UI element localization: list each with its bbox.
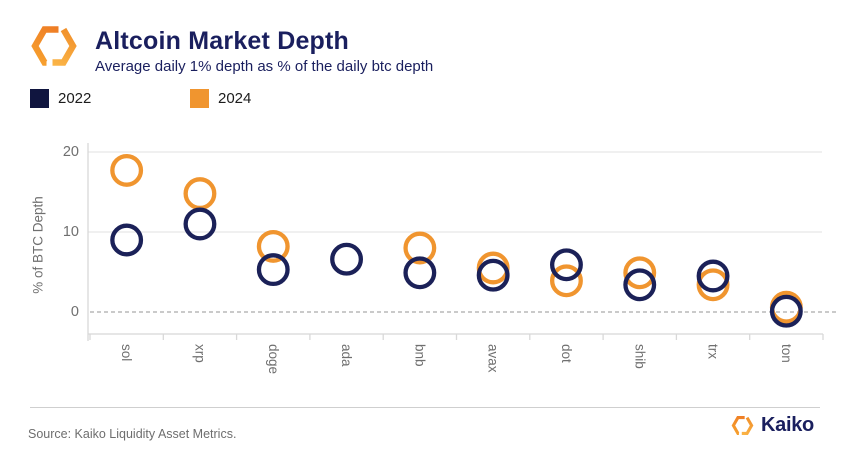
x-category-label-ada: ada bbox=[339, 344, 354, 367]
point-dot-2022 bbox=[550, 248, 583, 282]
point-shib-2022 bbox=[623, 268, 657, 302]
point-avax-2022 bbox=[476, 258, 510, 292]
x-category-label-avax: avax bbox=[486, 344, 501, 373]
footer-divider bbox=[30, 407, 820, 408]
x-category-label-trx: trx bbox=[706, 344, 721, 359]
x-category-label-ton: ton bbox=[779, 344, 794, 363]
point-sol-2022 bbox=[110, 223, 144, 257]
kaiko-footer-icon bbox=[731, 416, 754, 435]
footer-brand-name: Kaiko bbox=[761, 414, 814, 436]
legend-swatch-2022 bbox=[30, 89, 49, 108]
point-trx-2022 bbox=[696, 259, 730, 293]
point-ton-2022 bbox=[769, 294, 803, 328]
footer-brand: Kaiko bbox=[731, 414, 814, 437]
x-category-label-shib: shib bbox=[632, 344, 647, 369]
point-ada-2022 bbox=[330, 242, 364, 276]
y-tick-label-0: 0 bbox=[71, 304, 79, 320]
point-bnb-2024 bbox=[403, 231, 437, 265]
point-trx-2024 bbox=[696, 268, 730, 302]
y-tick-label-20: 20 bbox=[63, 144, 79, 160]
point-doge-2024 bbox=[256, 229, 290, 263]
point-bnb-2022 bbox=[403, 256, 437, 290]
point-xrp-2022 bbox=[183, 207, 217, 241]
x-category-label-sol: sol bbox=[119, 344, 134, 361]
point-xrp-2024 bbox=[183, 177, 217, 211]
legend-label-2024: 2024 bbox=[218, 90, 252, 107]
page-subtitle: Average daily 1% depth as % of the daily… bbox=[95, 58, 434, 75]
source-note: Source: Kaiko Liquidity Asset Metrics. bbox=[28, 427, 237, 441]
legend-item-2022: 2022 bbox=[30, 89, 91, 108]
point-sol-2024 bbox=[110, 153, 144, 187]
page-title: Altcoin Market Depth bbox=[95, 27, 350, 55]
x-category-label-doge: doge bbox=[266, 344, 281, 374]
point-doge-2022 bbox=[256, 253, 290, 287]
point-shib-2024 bbox=[623, 256, 657, 290]
legend-item-2024: 2024 bbox=[190, 89, 251, 108]
legend-swatch-2024 bbox=[190, 89, 209, 108]
x-category-label-xrp: xrp bbox=[192, 344, 207, 363]
legend-label-2022: 2022 bbox=[58, 90, 92, 107]
point-dot-2024 bbox=[550, 264, 583, 298]
x-category-label-dot: dot bbox=[559, 344, 574, 363]
y-axis-title: % of BTC Depth bbox=[31, 196, 46, 294]
x-category-label-bnb: bnb bbox=[412, 344, 427, 367]
y-tick-label-10: 10 bbox=[63, 224, 79, 240]
